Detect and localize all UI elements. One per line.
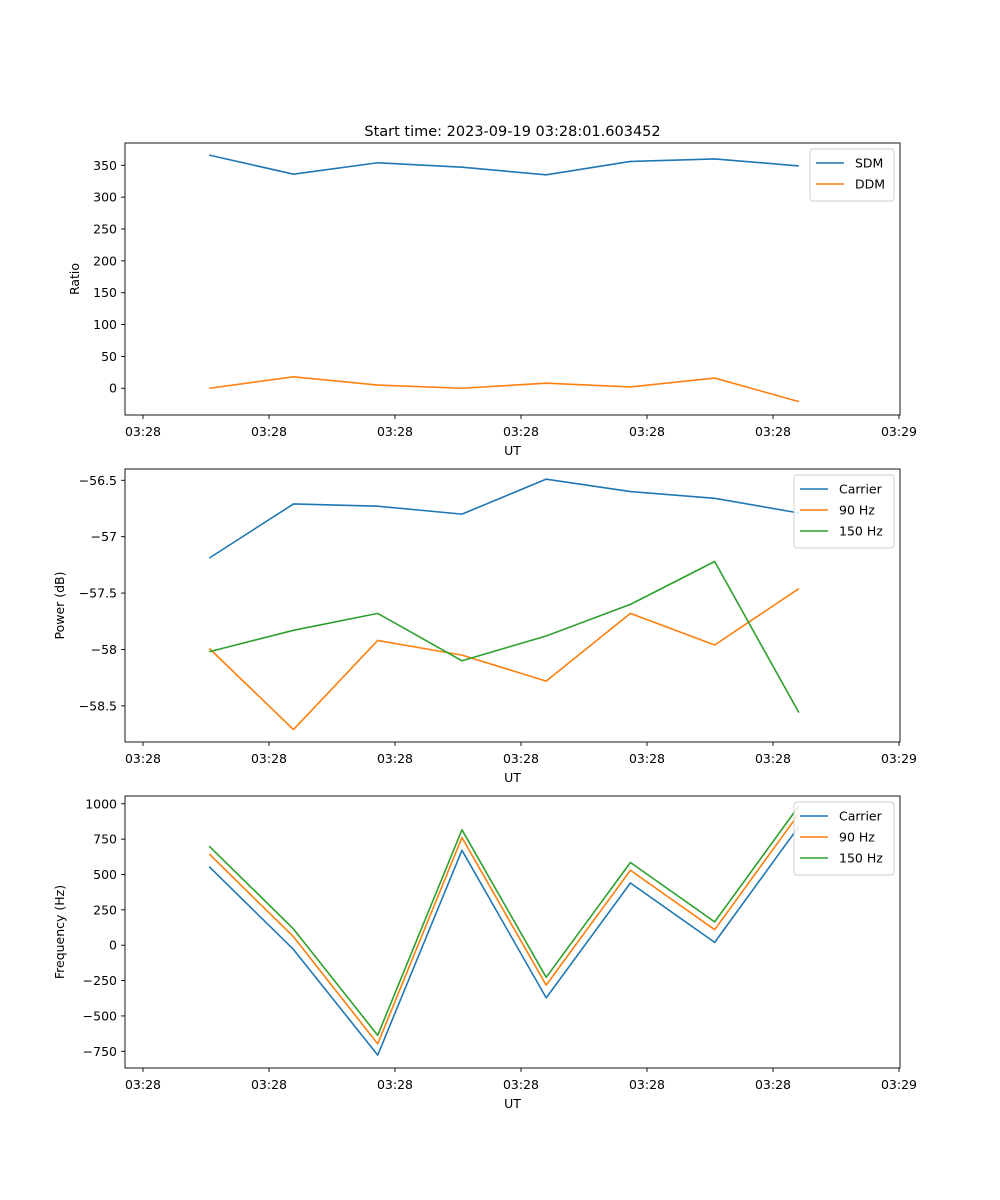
legend-label: Carrier [839,809,883,824]
y-tick-label: 250 [93,221,117,236]
y-axis-label: Ratio [67,263,82,295]
x-axis-label: UT [504,443,521,458]
y-tick-label: 200 [93,253,117,268]
chart-panel-3: 03:28 03:28 03:28 03:28 03:28 03:28 03:29 −750 −… [52,795,917,1111]
figure-title: Start time: 2023-09-19 03:28:01.603452 [364,124,660,140]
x-tick-label: 03:28 [755,751,791,766]
axes-frame [124,468,901,743]
x-tick-label: 03:29 [881,751,917,766]
legend-box [793,801,895,876]
y-tick-label: 500 [93,867,117,882]
legend-label: 90 Hz [839,830,875,845]
y-tick-label: −57 [91,529,117,544]
x-tick-label: 03:28 [377,751,413,766]
legend-label: DDM [855,177,885,192]
chart-panel-1: 03:28 03:28 03:28 03:28 03:28 03:28 03:29 0 50 10… [67,142,917,458]
series-line-150-hz [209,560,800,714]
chart-panel-2: 03:28 03:28 03:28 03:28 03:28 03:28 03:29 −58.5… [52,468,917,785]
x-tick-label: 03:28 [377,424,413,439]
legend-box [793,474,895,549]
x-tick-label: 03:28 [629,751,665,766]
legend-box [809,148,895,202]
y-tick-label: 1000 [85,796,117,811]
legend-label: SDM [855,156,883,171]
x-tick-label: 03:28 [755,424,791,439]
x-tick-label: 03:28 [251,751,287,766]
x-tick-label: 03:28 [377,1077,413,1092]
legend-label: 90 Hz [839,503,875,518]
y-axis-label: Frequency (Hz) [52,885,67,979]
y-tick-label: 50 [101,349,117,364]
series-line-sdm [209,154,799,176]
y-tick-label: −500 [83,1008,117,1023]
y-tick-label: 150 [93,285,117,300]
series-line-ddm [209,375,800,403]
legend-label: 150 Hz [839,851,883,866]
x-tick-label: 03:28 [755,1077,791,1092]
series-line-carrier [208,825,800,1056]
y-tick-label: 300 [93,190,117,205]
series-line-90-hz [208,587,800,731]
y-tick-label: 350 [93,158,117,173]
axes-frame [124,795,901,1069]
y-axis-label: Power (dB) [52,571,67,639]
series-line-90-hz [208,813,800,1045]
axes-frame [124,142,901,416]
y-tick-label: −58.5 [79,698,117,713]
x-tick-label: 03:28 [251,1077,287,1092]
x-tick-label: 03:28 [503,1077,539,1092]
x-axis-label: UT [504,1096,521,1111]
x-tick-label: 03:28 [629,424,665,439]
x-tick-label: 03:28 [125,1077,161,1092]
x-axis-label: UT [504,770,521,785]
series-line-carrier [208,478,800,559]
y-tick-label: 250 [93,902,117,917]
x-tick-label: 03:28 [629,1077,665,1092]
series-line-150-hz [208,805,800,1037]
y-tick-label: −58 [91,642,117,657]
y-tick-label: −57.5 [79,586,117,601]
x-tick-label: 03:28 [125,751,161,766]
x-tick-label: 03:29 [881,424,917,439]
y-tick-label: 750 [93,832,117,847]
y-tick-label: 0 [109,381,117,396]
x-tick-label: 03:28 [503,751,539,766]
y-tick-label: −250 [83,973,117,988]
y-tick-label: −750 [83,1044,117,1059]
x-tick-label: 03:28 [503,424,539,439]
y-tick-label: −56.5 [79,473,117,488]
y-tick-label: 0 [109,938,117,953]
x-tick-label: 03:28 [125,424,161,439]
legend-label: 150 Hz [839,524,883,539]
x-tick-label: 03:29 [881,1077,917,1092]
legend-label: Carrier [839,482,883,497]
y-tick-label: 100 [93,317,117,332]
x-tick-label: 03:28 [251,424,287,439]
